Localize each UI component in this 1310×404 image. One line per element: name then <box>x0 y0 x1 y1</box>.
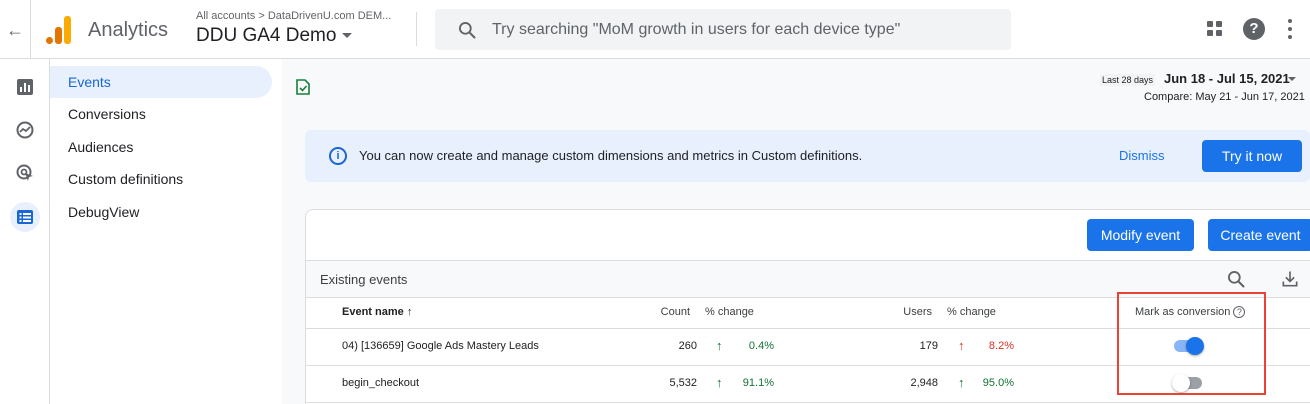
property-selector[interactable]: DDU GA4 Demo <box>196 25 353 47</box>
download-icon[interactable] <box>1280 269 1300 289</box>
configure-icon[interactable] <box>10 202 40 232</box>
arrow-up-icon: ↑ <box>716 338 723 353</box>
arrow-up-icon: ↑ <box>958 338 965 353</box>
main-content: Last 28 days Jun 18 - Jul 15, 2021 Compa… <box>282 59 1310 404</box>
help-icon[interactable]: ? <box>1233 306 1246 319</box>
divider <box>306 260 1310 261</box>
top-app-bar: ← Analytics All accounts > DataDrivenU.c… <box>0 0 1310 59</box>
sort-ascending-icon: ↑ <box>406 306 413 318</box>
account-breadcrumb[interactable]: All accounts > DataDrivenU.com DEM... <box>196 10 392 22</box>
column-header-users-change[interactable]: % change <box>947 306 996 318</box>
event-count: 260 <box>678 340 697 352</box>
column-label: Mark as conversion <box>1135 306 1231 318</box>
divider <box>306 402 1310 403</box>
mark-conversion-toggle[interactable] <box>1172 373 1204 393</box>
date-range-preset: Last 28 days <box>1100 74 1156 86</box>
try-it-now-button[interactable]: Try it now <box>1202 140 1302 172</box>
nav-item-conversions[interactable]: Conversions <box>68 106 146 122</box>
event-users: 179 <box>919 340 938 352</box>
analytics-logo <box>46 16 72 44</box>
count-change: 0.4% <box>748 340 774 352</box>
back-arrow-icon[interactable]: ← <box>6 20 24 40</box>
existing-events-title: Existing events <box>320 272 408 287</box>
compare-range: Compare: May 21 - Jun 17, 2021 <box>1144 91 1305 103</box>
modify-event-button[interactable]: Modify event <box>1087 219 1194 251</box>
nav-item-events[interactable]: Events <box>50 66 272 98</box>
existing-events-header: Existing events <box>306 261 1310 297</box>
users-change: 95.0% <box>982 377 1014 389</box>
nav-item-audiences[interactable]: Audiences <box>68 139 134 155</box>
event-name[interactable]: begin_checkout <box>342 377 420 389</box>
column-header-count[interactable]: Count <box>660 306 690 318</box>
verified-document-icon[interactable] <box>296 79 310 95</box>
column-header-users[interactable]: Users <box>903 306 932 318</box>
search-icon[interactable] <box>1226 269 1246 289</box>
divider <box>306 328 1310 329</box>
reports-icon[interactable] <box>10 72 40 102</box>
info-banner: i You can now create and manage custom d… <box>305 130 1310 182</box>
count-change: 91.1% <box>742 377 774 389</box>
search-bar[interactable]: Try searching "MoM growth in users for e… <box>435 9 1011 50</box>
column-header-event-name[interactable]: Event name ↑ <box>342 306 412 318</box>
divider <box>306 365 1310 366</box>
apps-grid-icon[interactable] <box>1205 18 1227 40</box>
date-range-picker[interactable]: Jun 18 - Jul 15, 2021 <box>1164 71 1290 86</box>
event-count: 5,532 <box>669 377 697 389</box>
create-event-button[interactable]: Create event <box>1208 219 1310 251</box>
advertising-icon[interactable] <box>10 158 40 188</box>
configure-nav: Events Conversions Audiences Custom defi… <box>50 59 282 404</box>
caret-down-icon <box>342 33 353 39</box>
explore-icon[interactable] <box>10 115 40 145</box>
event-name[interactable]: 04) [136659] Google Ads Mastery Leads <box>342 340 539 352</box>
divider <box>416 12 417 46</box>
nav-item-custom-definitions[interactable]: Custom definitions <box>68 171 184 187</box>
events-card: Modify event Create event Existing event… <box>305 209 1310 404</box>
divider <box>306 297 1310 298</box>
search-icon <box>459 22 476 39</box>
column-label: Event name <box>342 306 404 318</box>
help-icon[interactable]: ? <box>1243 18 1265 40</box>
more-vert-icon[interactable] <box>1281 18 1299 40</box>
arrow-up-icon: ↑ <box>716 375 723 390</box>
property-name: DDU GA4 Demo <box>196 25 337 46</box>
nav-item-debugview[interactable]: DebugView <box>68 204 140 220</box>
column-header-count-change[interactable]: % change <box>705 306 754 318</box>
search-placeholder: Try searching "MoM growth in users for e… <box>492 21 901 38</box>
mark-conversion-toggle[interactable] <box>1172 336 1204 356</box>
left-rail <box>0 59 50 404</box>
caret-down-icon[interactable] <box>1288 77 1296 81</box>
app-name: Analytics <box>88 19 169 41</box>
users-change: 8.2% <box>988 340 1014 352</box>
divider <box>30 0 31 59</box>
dismiss-button[interactable]: Dismiss <box>1119 148 1165 163</box>
event-users: 2,948 <box>910 377 938 389</box>
column-header-mark-conversion: Mark as conversion? <box>1135 306 1246 319</box>
arrow-up-icon: ↑ <box>958 375 965 390</box>
banner-text: You can now create and manage custom dim… <box>359 148 863 163</box>
info-icon: i <box>329 147 347 165</box>
